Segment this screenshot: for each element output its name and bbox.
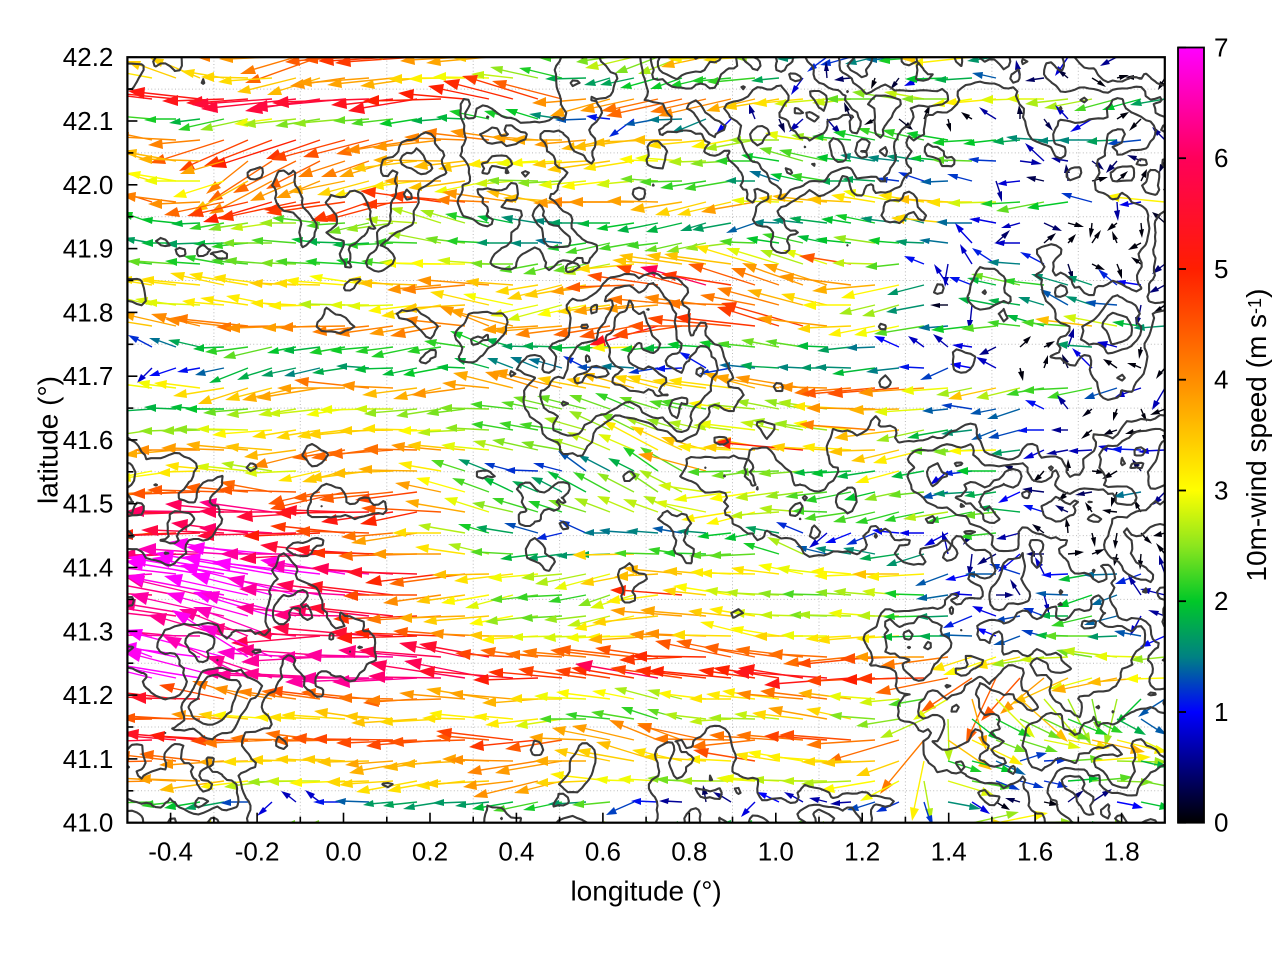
svg-text:1: 1 [1214, 697, 1228, 727]
svg-text:5: 5 [1214, 254, 1228, 284]
svg-text:7: 7 [1214, 33, 1228, 63]
svg-text:0.6: 0.6 [585, 837, 621, 867]
svg-text:0: 0 [1214, 808, 1228, 838]
svg-text:longitude (°): longitude (°) [570, 876, 721, 907]
svg-text:1.0: 1.0 [758, 837, 794, 867]
svg-text:0.0: 0.0 [325, 837, 361, 867]
svg-text:41.0: 41.0 [63, 808, 114, 838]
svg-text:42.0: 42.0 [63, 170, 114, 200]
svg-text:1.2: 1.2 [844, 837, 880, 867]
svg-text:1.6: 1.6 [1017, 837, 1053, 867]
svg-text:41.7: 41.7 [63, 361, 114, 391]
svg-text:41.1: 41.1 [63, 744, 114, 774]
svg-text:-0.2: -0.2 [235, 837, 280, 867]
svg-text:41.2: 41.2 [63, 680, 114, 710]
svg-text:41.6: 41.6 [63, 425, 114, 455]
svg-text:0.4: 0.4 [498, 837, 534, 867]
svg-text:42.2: 42.2 [63, 42, 114, 72]
svg-text:0.2: 0.2 [412, 837, 448, 867]
svg-text:3: 3 [1214, 476, 1228, 506]
svg-text:41.3: 41.3 [63, 616, 114, 646]
svg-text:-0.4: -0.4 [148, 837, 193, 867]
svg-text:41.9: 41.9 [63, 234, 114, 264]
svg-text:41.4: 41.4 [63, 553, 114, 583]
svg-text:4: 4 [1214, 365, 1228, 395]
svg-text:41.5: 41.5 [63, 489, 114, 519]
svg-text:latitude (°): latitude (°) [32, 376, 63, 504]
svg-text:41.8: 41.8 [63, 297, 114, 327]
svg-text:0.8: 0.8 [671, 837, 707, 867]
svg-text:1.8: 1.8 [1104, 837, 1140, 867]
svg-text:10m-wind speed (m s-1): 10m-wind speed (m s-1) [1241, 289, 1272, 582]
svg-text:2: 2 [1214, 586, 1228, 616]
svg-text:6: 6 [1214, 143, 1228, 173]
svg-text:42.1: 42.1 [63, 106, 114, 136]
svg-text:1.4: 1.4 [931, 837, 967, 867]
